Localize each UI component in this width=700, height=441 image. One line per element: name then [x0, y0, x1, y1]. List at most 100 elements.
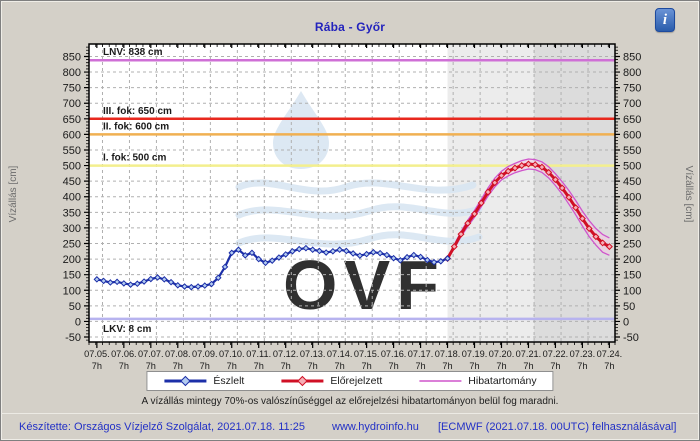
svg-text:450: 450 [623, 176, 641, 188]
svg-text:07.09.: 07.09. [192, 349, 218, 359]
svg-text:07.07.: 07.07. [138, 349, 164, 359]
svg-text:500: 500 [63, 161, 81, 173]
svg-text:II. fok: 600 cm: II. fok: 600 cm [103, 121, 169, 132]
svg-text:7h: 7h [335, 361, 345, 371]
svg-text:7h: 7h [442, 361, 452, 371]
svg-text:7h: 7h [415, 361, 425, 371]
svg-text:650: 650 [623, 114, 641, 126]
page-title: Rába - Győr [314, 20, 386, 34]
svg-text:850: 850 [63, 51, 81, 63]
svg-text:07.23.: 07.23. [570, 349, 596, 359]
svg-text:250: 250 [623, 238, 641, 250]
legend-item-forecast: Előrejelzett [280, 375, 382, 387]
svg-text:07.06.: 07.06. [111, 349, 137, 359]
svg-text:700: 700 [623, 98, 641, 110]
svg-text:07.21.: 07.21. [516, 349, 542, 359]
legend-label: Előrejelzett [330, 375, 383, 387]
svg-text:700: 700 [63, 98, 81, 110]
svg-text:LNV: 838 cm: LNV: 838 cm [103, 47, 163, 58]
svg-text:7h: 7h [496, 361, 506, 371]
svg-text:III. fok: 650 cm: III. fok: 650 cm [103, 106, 172, 117]
svg-text:-50: -50 [623, 332, 639, 344]
svg-text:550: 550 [63, 145, 81, 157]
svg-text:7h: 7h [308, 361, 318, 371]
legend-item-observed: Észlelt [163, 375, 244, 387]
svg-text:07.15.: 07.15. [354, 349, 380, 359]
svg-text:I. fok: 500 cm: I. fok: 500 cm [103, 153, 166, 164]
svg-text:7h: 7h [361, 361, 371, 371]
svg-text:350: 350 [63, 207, 81, 219]
svg-text:750: 750 [623, 83, 641, 95]
svg-text:07.22.: 07.22. [543, 349, 569, 359]
svg-text:450: 450 [63, 176, 81, 188]
svg-text:200: 200 [623, 254, 641, 266]
legend-item-errorband: Hibatartomány [418, 375, 537, 387]
footer-website-link[interactable]: www.hydroinfo.hu [332, 421, 419, 433]
svg-text:7h: 7h [254, 361, 264, 371]
svg-text:07.12.: 07.12. [273, 349, 299, 359]
legend-label: Hibatartomány [468, 375, 537, 387]
svg-text:250: 250 [63, 238, 81, 250]
svg-text:800: 800 [63, 67, 81, 79]
svg-text:LKV: 8 cm: LKV: 8 cm [103, 324, 151, 335]
svg-text:07.11.: 07.11. [246, 349, 271, 359]
svg-text:7h: 7h [200, 361, 210, 371]
svg-text:7h: 7h [604, 361, 614, 371]
svg-text:7h: 7h [92, 361, 102, 371]
svg-text:650: 650 [63, 114, 81, 126]
svg-text:400: 400 [623, 192, 641, 204]
observed-line-icon [163, 375, 207, 387]
svg-text:07.24.: 07.24. [597, 349, 623, 359]
svg-text:0: 0 [75, 316, 81, 328]
y-axis-title-right: Vízállás [cm] [683, 165, 694, 223]
svg-text:600: 600 [63, 129, 81, 141]
legend-label: Észlelt [213, 375, 245, 387]
confidence-note: A vízállás mintegy 70%-os valószínűségge… [141, 396, 559, 407]
svg-text:7h: 7h [523, 361, 533, 371]
svg-text:400: 400 [63, 192, 81, 204]
svg-text:07.05.: 07.05. [84, 349, 110, 359]
svg-text:-50: -50 [65, 332, 81, 344]
svg-text:07.13.: 07.13. [300, 349, 326, 359]
svg-text:550: 550 [623, 145, 641, 157]
svg-text:150: 150 [623, 270, 641, 282]
errorband-line-icon [418, 375, 462, 387]
svg-text:07.10.: 07.10. [219, 349, 245, 359]
svg-text:07.19.: 07.19. [462, 349, 488, 359]
svg-text:07.17.: 07.17. [408, 349, 434, 359]
svg-text:7h: 7h [469, 361, 479, 371]
info-icon-glyph: i [662, 11, 668, 28]
svg-text:800: 800 [623, 67, 641, 79]
svg-text:750: 750 [63, 83, 81, 95]
svg-text:850: 850 [623, 51, 641, 63]
forecast-line-icon [280, 375, 324, 387]
svg-text:50: 50 [623, 301, 635, 313]
svg-text:500: 500 [623, 161, 641, 173]
footer-bar: Készítette: Országos Vízjelző Szolgálat,… [1, 413, 699, 440]
svg-text:07.18.: 07.18. [435, 349, 461, 359]
footer-created-by: Készítette: Országos Vízjelző Szolgálat,… [19, 421, 305, 433]
svg-text:600: 600 [623, 129, 641, 141]
svg-text:7h: 7h [146, 361, 156, 371]
svg-text:7h: 7h [550, 361, 560, 371]
svg-text:7h: 7h [173, 361, 183, 371]
svg-text:300: 300 [623, 223, 641, 235]
info-icon[interactable]: i [655, 8, 675, 32]
svg-text:50: 50 [69, 301, 81, 313]
svg-text:07.08.: 07.08. [165, 349, 191, 359]
svg-text:350: 350 [623, 207, 641, 219]
svg-text:100: 100 [63, 285, 81, 297]
svg-text:200: 200 [63, 254, 81, 266]
svg-text:7h: 7h [227, 361, 237, 371]
chart-legend: Észlelt Előrejelzett Hibatartomány [146, 371, 554, 391]
svg-text:07.20.: 07.20. [489, 349, 515, 359]
svg-text:7h: 7h [388, 361, 398, 371]
svg-text:07.14.: 07.14. [327, 349, 353, 359]
svg-text:07.16.: 07.16. [381, 349, 407, 359]
svg-text:0: 0 [623, 316, 629, 328]
footer-model-info: [ECMWF (2021.07.18. 00UTC) felhasználásá… [438, 421, 677, 433]
svg-text:100: 100 [623, 285, 641, 297]
svg-text:7h: 7h [281, 361, 291, 371]
